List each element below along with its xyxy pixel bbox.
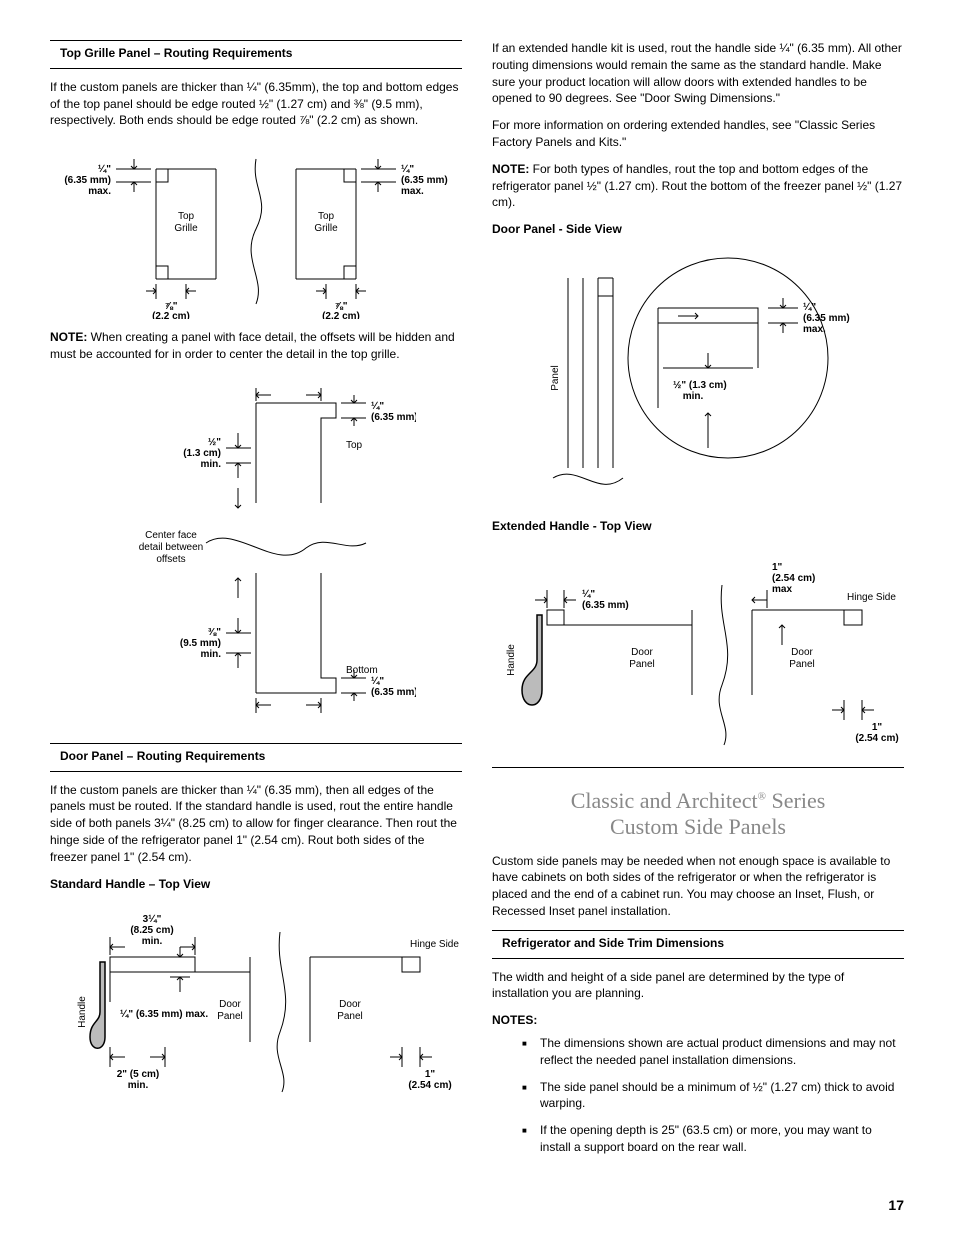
- svg-text:max.: max.: [88, 186, 111, 197]
- svg-text:Grille: Grille: [314, 223, 338, 234]
- svg-text:¼": ¼": [371, 401, 384, 412]
- fig-ext-handle: Handle Hinge Side ¼" (6.35 mm) 1" (2.54 …: [492, 545, 912, 755]
- svg-text:1": 1": [425, 1069, 436, 1080]
- svg-text:¼" (6.35 mm) max.: ¼" (6.35 mm) max.: [120, 1009, 208, 1020]
- svg-text:(2.54 cm): (2.54 cm): [772, 573, 815, 584]
- note-item: The side panel should be a minimum of ½"…: [522, 1079, 904, 1113]
- svg-text:¼": ¼": [371, 676, 384, 687]
- svg-text:offsets: offsets: [156, 554, 185, 565]
- svg-text:(8.25 cm): (8.25 cm): [130, 925, 173, 936]
- svg-text:(2.2 cm): (2.2 cm): [152, 311, 190, 319]
- fig-top-grille: ¼" (6.35 mm) max. ¼" (6.35 mm) max. ⅞" (…: [56, 139, 456, 319]
- svg-text:1": 1": [872, 722, 883, 733]
- svg-text:(1.3 cm): (1.3 cm): [183, 448, 221, 459]
- svg-text:½": ½": [208, 437, 221, 448]
- svg-text:Hinge Side: Hinge Side: [410, 939, 459, 950]
- svg-text:max.: max.: [803, 324, 826, 335]
- para-top-grille: If the custom panels are thicker than ¼"…: [50, 79, 462, 129]
- svg-text:min.: min.: [128, 1080, 149, 1091]
- svg-text:Top: Top: [178, 211, 195, 222]
- svg-text:Handle: Handle: [77, 996, 88, 1028]
- notes-label: NOTES:: [492, 1012, 904, 1029]
- svg-text:(6.35 mm) max.: (6.35 mm) max.: [371, 412, 416, 423]
- svg-text:1": 1": [772, 562, 783, 573]
- svg-text:detail between: detail between: [139, 542, 204, 553]
- sub-ext-handle: Extended Handle - Top View: [492, 518, 904, 535]
- svg-text:max: max: [772, 584, 792, 595]
- svg-text:Handle: Handle: [506, 643, 517, 675]
- svg-text:Panel: Panel: [789, 659, 815, 670]
- svg-text:(6.35 mm): (6.35 mm): [803, 313, 850, 324]
- svg-text:(6.35 mm): (6.35 mm): [582, 600, 629, 611]
- note-handles: NOTE: For both types of handles, rout th…: [492, 161, 904, 211]
- svg-text:Top: Top: [318, 211, 335, 222]
- para-ext-handle-2: For more information on ordering extende…: [492, 117, 904, 151]
- sub-std-handle: Standard Handle – Top View: [50, 876, 462, 893]
- svg-text:max.: max.: [401, 186, 424, 197]
- note-top-grille: NOTE: When creating a panel with face de…: [50, 329, 462, 363]
- svg-text:(2.54 cm): (2.54 cm): [408, 1080, 451, 1091]
- svg-text:Door: Door: [339, 999, 361, 1010]
- svg-text:min.: min.: [200, 649, 221, 660]
- sub-door-side: Door Panel - Side View: [492, 221, 904, 238]
- fig-std-handle: Handle Hinge Side 3¼" (8.25 cm) min. ¼" …: [50, 902, 470, 1102]
- para-ext-handle-1: If an extended handle kit is used, rout …: [492, 40, 904, 107]
- svg-text:2" (5 cm): 2" (5 cm): [117, 1069, 160, 1080]
- svg-text:Panel: Panel: [337, 1011, 363, 1022]
- svg-text:min.: min.: [683, 391, 704, 402]
- svg-text:¼": ¼": [803, 302, 816, 313]
- para-trim: The width and height of a side panel are…: [492, 969, 904, 1003]
- heading-top-grille: Top Grille Panel – Routing Requirements: [50, 40, 462, 69]
- svg-text:Panel: Panel: [217, 1011, 243, 1022]
- svg-text:(6.35 mm) max.: (6.35 mm) max.: [371, 687, 416, 698]
- fig-offsets: ¼" (6.35 mm) max. ½" (1.3 cm) min. Top C…: [96, 373, 416, 733]
- para-door-panel: If the custom panels are thicker than ¼"…: [50, 782, 462, 866]
- svg-text:(6.35 mm): (6.35 mm): [401, 175, 448, 186]
- svg-text:¼": ¼": [401, 164, 414, 175]
- heading-trim-dims: Refrigerator and Side Trim Dimensions: [492, 930, 904, 959]
- svg-text:Center face: Center face: [145, 530, 197, 541]
- svg-text:Panel: Panel: [550, 365, 561, 391]
- svg-text:Grille: Grille: [174, 223, 198, 234]
- svg-text:¼": ¼": [98, 164, 111, 175]
- svg-text:(6.35 mm): (6.35 mm): [64, 175, 111, 186]
- page-number: 17: [50, 1196, 904, 1216]
- svg-text:Hinge Side: Hinge Side: [847, 592, 896, 603]
- note-item: The dimensions shown are actual product …: [522, 1035, 904, 1069]
- svg-text:(2.2 cm): (2.2 cm): [322, 311, 360, 319]
- svg-text:(9.5 mm): (9.5 mm): [180, 638, 221, 649]
- svg-text:Door: Door: [791, 647, 813, 658]
- svg-text:Top: Top: [346, 440, 363, 451]
- svg-text:⅜": ⅜": [208, 627, 221, 638]
- fig-door-side: Panel ½" (1.3 cm) min. ¼" (6.35 mm) max.: [498, 248, 898, 508]
- svg-text:min.: min.: [200, 459, 221, 470]
- svg-text:3¼": 3¼": [143, 914, 162, 925]
- heading-door-panel: Door Panel – Routing Requirements: [50, 743, 462, 772]
- serif-title: Classic and Architect® Series Custom Sid…: [492, 788, 904, 841]
- note-item: If the opening depth is 25" (63.5 cm) or…: [522, 1122, 904, 1156]
- svg-text:Bottom: Bottom: [346, 665, 378, 676]
- svg-text:(2.54 cm): (2.54 cm): [855, 733, 898, 744]
- svg-text:½" (1.3 cm): ½" (1.3 cm): [673, 380, 727, 391]
- svg-text:Panel: Panel: [629, 659, 655, 670]
- para-side-panels: Custom side panels may be needed when no…: [492, 853, 904, 920]
- svg-text:¼": ¼": [582, 589, 595, 600]
- svg-text:Door: Door: [219, 999, 241, 1010]
- svg-text:min.: min.: [142, 936, 163, 947]
- notes-list: The dimensions shown are actual product …: [492, 1035, 904, 1156]
- svg-text:Door: Door: [631, 647, 653, 658]
